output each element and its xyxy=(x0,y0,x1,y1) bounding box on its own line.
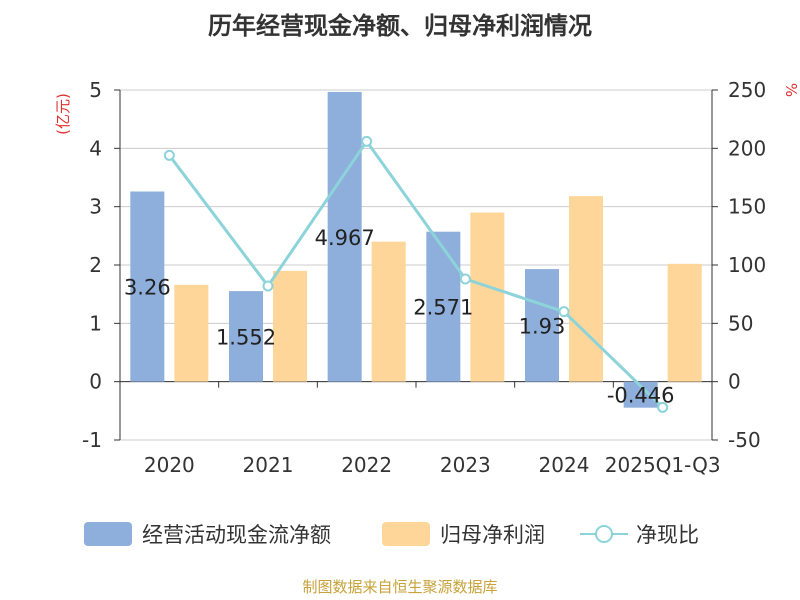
bar-cash-flow xyxy=(229,291,263,382)
y-left-tick-label: 3 xyxy=(89,195,102,219)
x-tick-label: 2020 xyxy=(144,453,195,477)
y-right-tick-label: -50 xyxy=(728,428,761,452)
y-right-tick-label: 250 xyxy=(728,78,766,102)
bar-cash-flow xyxy=(426,231,461,382)
x-tick-label: 2025Q1-Q3 xyxy=(605,453,721,477)
bars xyxy=(130,91,702,408)
x-tick-label: 2022 xyxy=(341,453,392,477)
legend: 经营活动现金流净额 归母净利润 净现比 xyxy=(0,516,800,556)
legend-swatch-cash xyxy=(84,522,132,546)
y-left-axis-label: (亿元) xyxy=(54,93,72,135)
y-left-tick-label: 5 xyxy=(89,78,102,102)
legend-label-profit: 归母净利润 xyxy=(440,523,545,547)
bar-cash-flow xyxy=(525,269,559,382)
y-left-tick-label: 0 xyxy=(89,370,102,394)
data-labels: 3.26 1.552 4.967 2.571 1.93 -0.446 xyxy=(124,226,675,408)
x-tick-label: 2023 xyxy=(440,453,491,477)
y-right-tick-label: 50 xyxy=(728,311,753,335)
bar-cash-flow xyxy=(130,191,165,382)
ratio-polyline xyxy=(168,138,664,409)
y-right-tick-label: 100 xyxy=(728,253,766,277)
bar-net-profit xyxy=(569,196,603,382)
chart-title: 历年经营现金净额、归母净利润情况 xyxy=(208,12,592,40)
bar-net-profit xyxy=(174,284,209,382)
bar-net-profit xyxy=(667,263,702,382)
ratio-point xyxy=(558,306,570,318)
axes: 5 4 3 2 1 0 -1 250 200 150 100 50 0 -50 2020 2021 2022 20… xyxy=(82,78,766,477)
bar-net-profit xyxy=(371,241,406,382)
data-label-cash-flow: -0.446 xyxy=(607,384,675,408)
bar-cash-flow xyxy=(327,91,362,382)
ratio-point xyxy=(163,149,175,161)
data-label-cash-flow: 4.967 xyxy=(315,226,375,250)
x-tick-label: 2024 xyxy=(539,453,590,477)
legend-line-icon xyxy=(580,522,628,546)
x-tick-label: 2021 xyxy=(243,453,294,477)
legend-label-ratio: 净现比 xyxy=(636,523,699,547)
y-right-axis-label: % xyxy=(782,83,800,97)
ratio-point xyxy=(657,401,669,413)
y-left-tick-label: -1 xyxy=(82,428,102,452)
legend-label-cash: 经营活动现金流净额 xyxy=(142,523,331,547)
legend-item-ratio[interactable]: 净现比 xyxy=(580,516,699,552)
y-left-tick-label: 1 xyxy=(89,311,102,335)
data-label-cash-flow: 2.571 xyxy=(413,296,473,320)
ratio-line xyxy=(163,135,669,413)
bar-net-profit xyxy=(273,270,307,382)
ratio-point xyxy=(262,280,274,292)
y-left-tick-label: 4 xyxy=(89,136,102,160)
y-right-tick-label: 200 xyxy=(728,136,766,160)
legend-item-profit[interactable]: 归母净利润 xyxy=(382,516,545,552)
legend-swatch-profit xyxy=(382,522,430,546)
legend-item-cash[interactable]: 经营活动现金流净额 xyxy=(84,516,331,552)
data-label-cash-flow: 1.552 xyxy=(216,325,276,349)
source-note: 制图数据来自恒生聚源数据库 xyxy=(302,578,498,596)
ratio-point xyxy=(459,273,471,285)
y-right-tick-label: 0 xyxy=(728,370,741,394)
bar-net-profit xyxy=(470,212,505,382)
data-label-cash-flow: 1.93 xyxy=(519,314,566,338)
ratio-point xyxy=(361,135,373,147)
y-right-tick-label: 150 xyxy=(728,195,766,219)
data-label-cash-flow: 3.26 xyxy=(124,276,171,300)
y-left-tick-label: 2 xyxy=(89,253,102,277)
